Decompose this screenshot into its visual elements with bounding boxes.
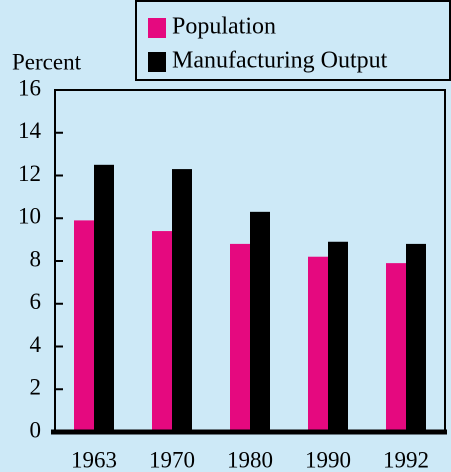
x-tick-label: 1970	[149, 447, 195, 472]
x-tick-label: 1990	[305, 447, 351, 472]
x-tick-label: 1963	[71, 447, 117, 472]
bar	[250, 211, 270, 432]
y-tick-label: 14	[18, 118, 42, 143]
legend-label: Manufacturing Output	[172, 48, 388, 74]
bar	[74, 220, 94, 432]
bar	[386, 263, 406, 432]
y-axis-label: Percent	[12, 49, 82, 74]
y-tick-label: 16	[18, 75, 41, 100]
legend-swatch	[148, 52, 166, 72]
legend-box	[135, 0, 451, 81]
bar	[152, 231, 172, 432]
y-tick-label: 12	[18, 161, 41, 186]
legend-label: Population	[172, 14, 276, 40]
bar	[406, 243, 426, 432]
bar	[308, 256, 328, 432]
x-tick-label: 1992	[383, 447, 429, 472]
bar	[94, 164, 114, 432]
y-tick-label: 0	[30, 417, 42, 442]
bar	[172, 169, 192, 432]
y-tick-label: 6	[30, 289, 42, 314]
y-tick-label: 8	[30, 246, 42, 271]
y-tick-label: 4	[30, 332, 42, 357]
y-tick-label: 10	[18, 204, 41, 229]
bar	[230, 243, 250, 432]
legend-swatch	[148, 18, 166, 38]
x-tick-label: 1980	[227, 447, 273, 472]
y-tick-label: 2	[30, 375, 42, 400]
bar	[328, 241, 348, 432]
